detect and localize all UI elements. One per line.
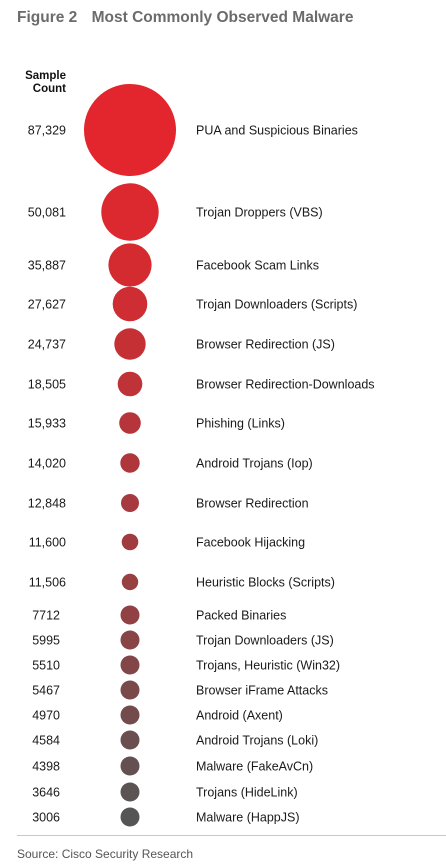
sample-count-label-14: 5510 bbox=[32, 659, 60, 673]
bubble-11 bbox=[121, 573, 139, 591]
malware-label-11: Heuristic Blocks (Scripts) bbox=[196, 576, 335, 590]
bubble-2 bbox=[101, 183, 159, 241]
malware-label-4: Trojan Downloaders (Scripts) bbox=[196, 298, 357, 312]
bubble-19 bbox=[120, 782, 140, 802]
malware-label-19: Trojans (HideLink) bbox=[196, 786, 298, 800]
malware-label-3: Facebook Scam Links bbox=[196, 259, 319, 273]
sample-count-label-19: 3646 bbox=[32, 786, 60, 800]
sample-count-label-11: 11,506 bbox=[29, 576, 66, 590]
bubble-4 bbox=[112, 286, 148, 322]
malware-bubble-chart: 87,329 PUA and Suspicious Binaries 50,081 T… bbox=[28, 84, 375, 827]
figure-title: Figure 2 Most Commonly Observed Malware bbox=[17, 9, 353, 27]
sample-count-header-line-1: Sample bbox=[25, 70, 66, 82]
footer-divider bbox=[17, 835, 446, 836]
sample-count-header-line-2: Count bbox=[32, 83, 66, 95]
malware-label-5: Browser Redirection (JS) bbox=[196, 338, 335, 352]
malware-label-9: Browser Redirection bbox=[196, 497, 309, 511]
bubble-6 bbox=[117, 371, 143, 397]
bubble-8 bbox=[120, 453, 140, 473]
sample-count-header: Sample Count bbox=[0, 70, 66, 96]
bubble-9 bbox=[121, 494, 139, 512]
sample-count-label-6: 18,505 bbox=[28, 378, 66, 392]
malware-label-18: Malware (FakeAvCn) bbox=[196, 760, 313, 774]
sample-count-label-20: 3006 bbox=[32, 811, 60, 825]
sample-count-label-2: 50,081 bbox=[28, 206, 66, 220]
source-note: Source: Cisco Security Research bbox=[17, 847, 194, 861]
malware-label-6: Browser Redirection-Downloads bbox=[196, 378, 375, 392]
malware-label-1: PUA and Suspicious Binaries bbox=[196, 124, 358, 138]
sample-count-label-16: 4970 bbox=[32, 709, 60, 723]
sample-count-label-12: 7712 bbox=[32, 609, 60, 623]
sample-count-label-7: 15,933 bbox=[28, 417, 66, 431]
malware-label-15: Browser iFrame Attacks bbox=[196, 684, 328, 698]
malware-label-2: Trojan Droppers (VBS) bbox=[196, 206, 323, 220]
malware-label-14: Trojans, Heuristic (Win32) bbox=[196, 659, 340, 673]
bubble-7 bbox=[119, 412, 141, 434]
malware-label-17: Android Trojans (Loki) bbox=[196, 734, 318, 748]
malware-label-10: Facebook Hijacking bbox=[196, 536, 305, 550]
malware-label-13: Trojan Downloaders (JS) bbox=[196, 634, 334, 648]
sample-count-label-4: 27,627 bbox=[28, 298, 66, 312]
figure-number: Figure 2 bbox=[17, 9, 78, 26]
bubble-3 bbox=[108, 243, 152, 287]
sample-count-label-17: 4584 bbox=[32, 734, 60, 748]
bubble-10 bbox=[121, 533, 139, 551]
sample-count-label-5: 24,737 bbox=[28, 338, 66, 352]
bubble-13 bbox=[120, 630, 140, 650]
malware-label-20: Malware (HappJS) bbox=[196, 811, 300, 825]
bubble-17 bbox=[120, 730, 140, 750]
figure-title-text: Most Commonly Observed Malware bbox=[91, 9, 354, 26]
sample-count-label-8: 14,020 bbox=[28, 457, 66, 471]
malware-label-8: Android Trojans (Iop) bbox=[196, 457, 313, 471]
sample-count-label-9: 12,848 bbox=[28, 497, 66, 511]
bubble-12 bbox=[120, 605, 140, 625]
bubble-5 bbox=[114, 328, 146, 360]
bubble-20 bbox=[120, 807, 140, 827]
sample-count-label-15: 5467 bbox=[32, 684, 60, 698]
sample-count-label-13: 5995 bbox=[32, 634, 60, 648]
bubble-15 bbox=[120, 680, 140, 700]
bubble-18 bbox=[120, 756, 140, 776]
bubble-16 bbox=[120, 705, 140, 725]
sample-count-label-18: 4398 bbox=[32, 760, 60, 774]
malware-label-7: Phishing (Links) bbox=[196, 417, 285, 431]
malware-label-12: Packed Binaries bbox=[196, 609, 286, 623]
bubble-1 bbox=[84, 84, 176, 176]
sample-count-label-3: 35,887 bbox=[28, 259, 66, 273]
sample-count-label-1: 87,329 bbox=[28, 124, 66, 138]
malware-label-16: Android (Axent) bbox=[196, 709, 283, 723]
bubble-14 bbox=[120, 655, 140, 675]
sample-count-label-10: 11,600 bbox=[29, 536, 66, 550]
